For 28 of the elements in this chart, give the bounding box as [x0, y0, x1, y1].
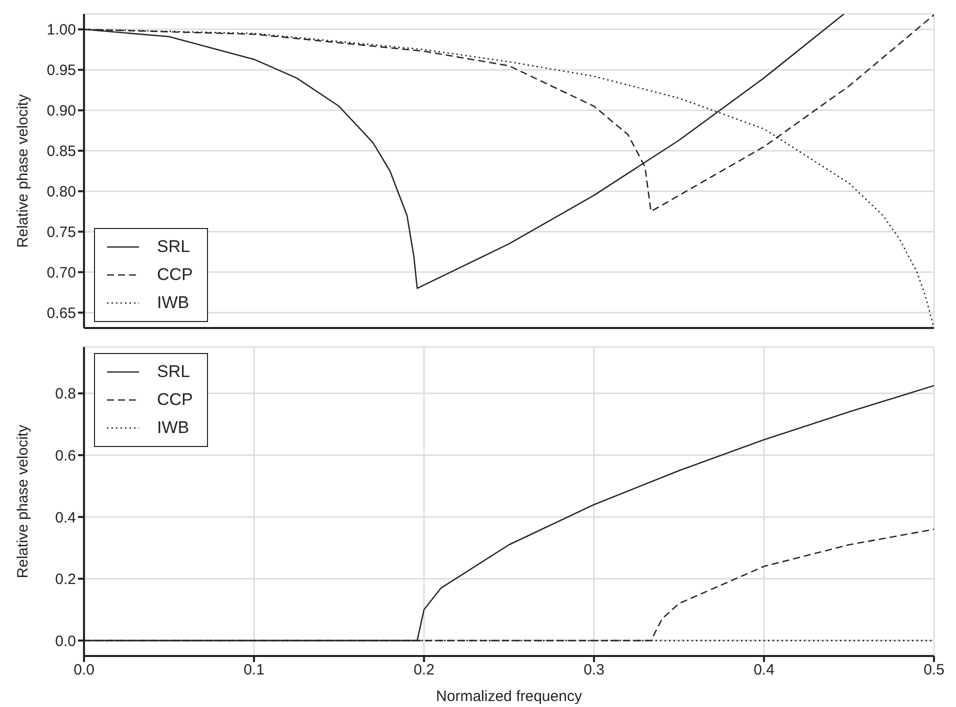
- y-tick-label: 0.6: [55, 447, 76, 464]
- y-axis-title: Relative phase velocity: [14, 424, 32, 578]
- y-tick-label: 0.65: [46, 304, 76, 322]
- legend-label: SRL: [157, 236, 190, 258]
- y-tick-label: 0.2: [55, 571, 76, 588]
- y-tick-label: 0.0: [55, 632, 76, 650]
- legend-label: IWB: [157, 292, 190, 314]
- x-tick-label: 0.3: [584, 662, 604, 679]
- x-tick-label: 0.2: [414, 662, 434, 679]
- x-tick-label: 0.1: [244, 662, 264, 679]
- x-axis-title: Normalized frequency: [436, 688, 582, 705]
- x-tick-label: 0.5: [924, 662, 944, 679]
- legend-label: IWB: [157, 417, 190, 439]
- y-tick-label: 0.4: [55, 509, 76, 526]
- legend-label: CCP: [157, 264, 193, 286]
- y-tick-label: 1.00: [46, 22, 76, 39]
- legend-label: CCP: [157, 389, 193, 411]
- y-tick-label: 0.8: [55, 386, 76, 403]
- y-tick-label: 0.75: [46, 224, 76, 242]
- y-tick-label: 0.80: [46, 184, 76, 201]
- legend-label: SRL: [157, 361, 190, 383]
- x-tick-label: 0.4: [754, 662, 774, 679]
- y-tick-label: 0.85: [46, 143, 76, 160]
- y-tick-label: 0.90: [46, 102, 76, 120]
- x-tick-label: 0.0: [74, 662, 94, 679]
- y-tick-label: 0.95: [46, 62, 76, 80]
- y-axis-title: Relative phase velocity: [14, 94, 32, 248]
- y-tick-label: 0.70: [46, 264, 76, 282]
